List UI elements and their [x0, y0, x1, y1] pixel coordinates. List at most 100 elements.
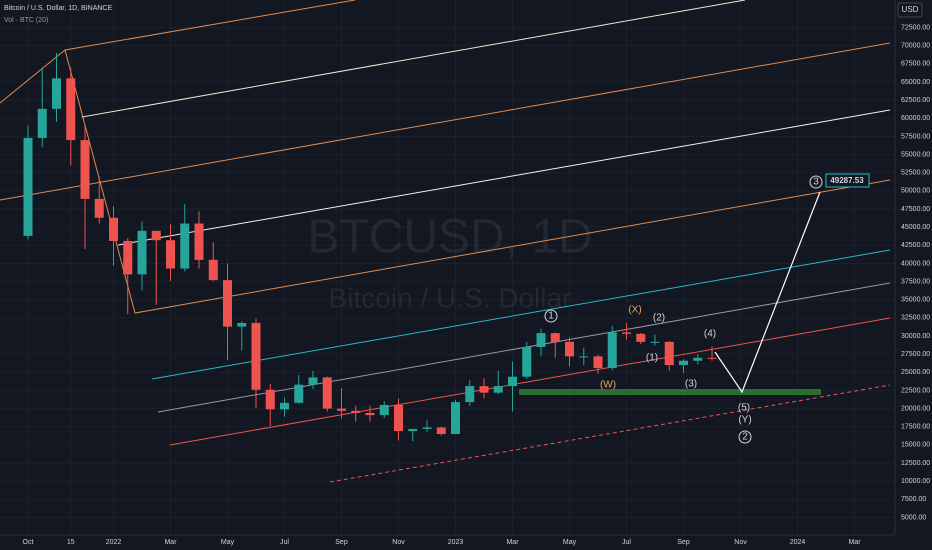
- candle-body: [52, 78, 61, 109]
- y-tick-label: 67500.00: [901, 61, 930, 68]
- y-tick-label: 12500.00: [901, 460, 930, 467]
- candle-body: [237, 322, 247, 327]
- wave-label: (4): [704, 329, 716, 340]
- grid: [0, 0, 895, 535]
- y-tick-label: 32500.00: [901, 315, 930, 322]
- y-tick-label: 42500.00: [901, 242, 930, 249]
- x-tick-label: Nov: [392, 539, 405, 546]
- indicator-label: Vol · BTC (20): [4, 17, 48, 24]
- y-tick-label: 50000.00: [901, 188, 930, 195]
- support-zone: [519, 389, 821, 395]
- candle-body: [66, 78, 76, 141]
- candle-body: [137, 230, 147, 275]
- candle-body: [436, 427, 446, 435]
- x-tick-label: Sep: [335, 539, 348, 546]
- target-label: 49287.53: [830, 176, 864, 185]
- candle-body: [123, 240, 133, 275]
- candle-body: [693, 357, 703, 361]
- candle-body: [351, 410, 361, 413]
- x-tick-label: Oct: [23, 539, 34, 546]
- candle-body: [94, 198, 104, 218]
- y-tick-label: 35000.00: [901, 297, 930, 304]
- wave-circle: [809, 175, 823, 189]
- currency-badge: [897, 2, 923, 18]
- candle-body: [593, 356, 603, 368]
- target-box: [825, 173, 870, 188]
- wave-label: (W): [600, 380, 616, 391]
- candle-body: [479, 386, 489, 393]
- candle-body: [208, 259, 218, 281]
- pitch-line: [151, 249, 891, 380]
- wave-label: (1): [646, 353, 658, 364]
- y-tick-label: 30000.00: [901, 333, 930, 340]
- candle-body: [265, 389, 275, 410]
- wave-label: 2: [742, 432, 748, 443]
- y-tick-label: 57500.00: [901, 133, 930, 140]
- y-tick-label: 62500.00: [901, 97, 930, 104]
- wave-label: (5): [738, 403, 750, 414]
- candle-body: [451, 402, 460, 435]
- x-tick-label: Mar: [506, 539, 519, 546]
- candle-body: [650, 341, 660, 343]
- currency: USD: [902, 5, 919, 14]
- y-tick-label: 55000.00: [901, 151, 930, 158]
- x-tick-label: 2024: [790, 539, 806, 546]
- y-tick-label: 37500.00: [901, 278, 930, 285]
- wave-label: 3: [813, 177, 819, 188]
- x-tick-label: May: [563, 539, 577, 546]
- y-tick-label: 27500.00: [901, 351, 930, 358]
- candle-body: [622, 332, 631, 334]
- candle-body: [707, 357, 717, 359]
- x-tick-label: 2023: [448, 539, 464, 546]
- candle-body: [294, 384, 304, 403]
- x-tick-label: 15: [67, 539, 75, 546]
- candle-body: [223, 280, 232, 327]
- candle-body: [607, 332, 617, 368]
- candle-body: [379, 404, 389, 416]
- candle-body: [465, 386, 475, 403]
- y-tick-label: 15000.00: [901, 442, 930, 449]
- candle-body: [536, 333, 546, 347]
- candle-body: [679, 360, 688, 366]
- wave-circle: [544, 309, 558, 323]
- candle-body: [166, 240, 175, 269]
- candle-body: [408, 428, 418, 432]
- candle-body: [422, 427, 432, 429]
- watermark-symbol: BTCUSD, 1D: [307, 211, 592, 264]
- wave-label: (Y): [738, 415, 751, 426]
- candle-body: [322, 377, 332, 409]
- y-tick-label: 7500.00: [901, 496, 926, 503]
- pitch-line: [329, 384, 891, 483]
- y-tick-label: 65000.00: [901, 79, 930, 86]
- x-tick-label: Sep: [677, 539, 690, 546]
- y-tick-label: 60000.00: [901, 115, 930, 122]
- candle-body: [493, 386, 503, 393]
- candle-body: [23, 137, 33, 236]
- candle-body: [308, 377, 318, 385]
- wave-label: (2): [653, 313, 665, 324]
- x-tick-label: 2022: [106, 539, 122, 546]
- candle-body: [508, 376, 517, 387]
- pitch-line: [64, 49, 891, 314]
- pitch-line: [0, 42, 891, 201]
- candle-body: [109, 217, 118, 241]
- candle-body: [280, 402, 289, 410]
- chart-title: Bitcoin / U.S. Dollar, 1D, BINANCE: [4, 5, 112, 12]
- candle-body: [522, 346, 532, 377]
- x-tick-label: Jul: [622, 539, 631, 546]
- candle-body: [550, 333, 560, 342]
- y-tick-label: 47500.00: [901, 206, 930, 213]
- x-tick-label: Nov: [734, 539, 747, 546]
- candle-body: [151, 230, 161, 241]
- wave-circle: [738, 430, 752, 444]
- candle-body: [194, 223, 204, 260]
- x-tick-label: May: [221, 539, 235, 546]
- x-tick-label: Jul: [280, 539, 289, 546]
- candle-body: [37, 108, 47, 138]
- candle-body: [579, 356, 589, 358]
- y-tick-label: 72500.00: [901, 24, 930, 31]
- y-tick-label: 70000.00: [901, 43, 930, 50]
- axes: 5000.007500.0010000.0012500.0015000.0017…: [23, 24, 931, 545]
